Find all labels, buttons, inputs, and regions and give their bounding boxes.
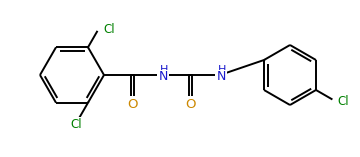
- Text: N: N: [216, 70, 226, 84]
- Text: Cl: Cl: [70, 118, 82, 131]
- Text: N: N: [158, 70, 168, 84]
- Text: O: O: [185, 97, 195, 111]
- Text: H: H: [218, 65, 226, 75]
- Text: Cl: Cl: [338, 95, 349, 108]
- Text: O: O: [127, 97, 137, 111]
- Text: Cl: Cl: [103, 23, 114, 36]
- Text: H: H: [160, 65, 168, 75]
